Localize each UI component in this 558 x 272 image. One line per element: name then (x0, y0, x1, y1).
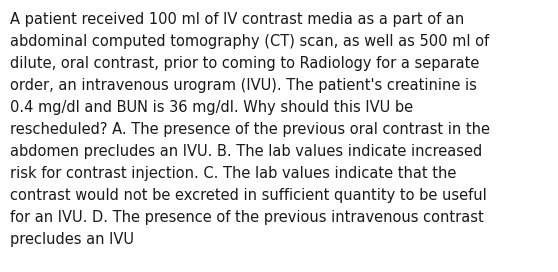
Text: for an IVU. D. The presence of the previous intravenous contrast: for an IVU. D. The presence of the previ… (10, 210, 484, 225)
Text: abdominal computed tomography (CT) scan, as well as 500 ml of: abdominal computed tomography (CT) scan,… (10, 34, 489, 49)
Text: order, an intravenous urogram (IVU). The patient's creatinine is: order, an intravenous urogram (IVU). The… (10, 78, 477, 93)
Text: A patient received 100 ml of IV contrast media as a part of an: A patient received 100 ml of IV contrast… (10, 12, 464, 27)
Text: contrast would not be excreted in sufficient quantity to be useful: contrast would not be excreted in suffic… (10, 188, 487, 203)
Text: 0.4 mg/dl and BUN is 36 mg/dl. Why should this IVU be: 0.4 mg/dl and BUN is 36 mg/dl. Why shoul… (10, 100, 413, 115)
Text: dilute, oral contrast, prior to coming to Radiology for a separate: dilute, oral contrast, prior to coming t… (10, 56, 479, 71)
Text: precludes an IVU: precludes an IVU (10, 232, 134, 247)
Text: risk for contrast injection. C. The lab values indicate that the: risk for contrast injection. C. The lab … (10, 166, 456, 181)
Text: abdomen precludes an IVU. B. The lab values indicate increased: abdomen precludes an IVU. B. The lab val… (10, 144, 482, 159)
Text: rescheduled? A. The presence of the previous oral contrast in the: rescheduled? A. The presence of the prev… (10, 122, 490, 137)
